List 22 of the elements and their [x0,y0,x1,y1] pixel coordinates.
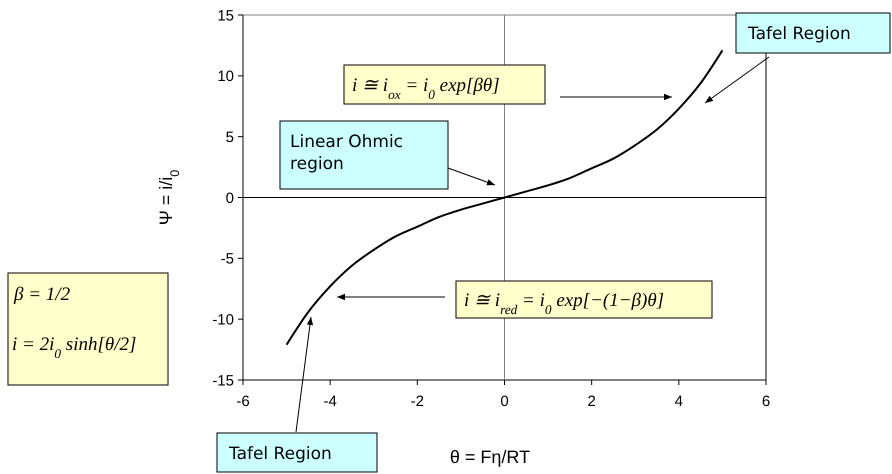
x-tick-label: -4 [323,393,337,410]
annotation: i ≅ i$_{ox}$ = i$_{0}$ exp[βθ] [352,75,500,102]
y-tick-label: -10 [212,311,234,328]
x-tick-label: 2 [587,393,596,410]
text: β = 1/2 [13,284,71,305]
x-axis-title: θ = Fη/RT [450,447,530,467]
y-tick-label: 10 [217,68,234,86]
x-tick-label: 0 [500,393,509,410]
x-tick-label: 4 [674,393,684,410]
x-tick-label: -6 [236,393,250,410]
x-tick-label: -2 [410,393,424,410]
y-tick-label: 0 [226,190,234,207]
text: Tafel Region [228,444,332,464]
annotation: Tafel Region [747,24,851,44]
annotation: Linear Ohmic region [290,132,404,174]
text: i = 2i$_{0}$ sinh[θ/2] [12,334,136,360]
y-tick-label: -5 [220,250,234,268]
y-tick-label: 5 [226,128,234,146]
y-tick-label: -15 [212,372,234,390]
y-tick-label: 15 [217,7,234,24]
x-tick-label: 6 [762,393,770,410]
annotation: i ≅ i$_{red}$ = i$_{0}$ exp[−(1−β)θ] [464,290,664,316]
